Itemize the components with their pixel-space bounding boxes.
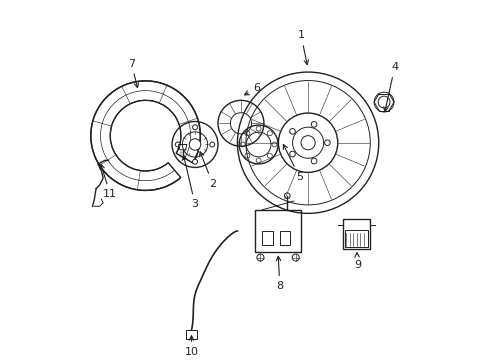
Circle shape — [301, 136, 315, 150]
Text: 6: 6 — [244, 83, 260, 95]
Bar — [186, 330, 196, 339]
Text: 7: 7 — [128, 59, 138, 87]
Bar — [279, 231, 290, 245]
Circle shape — [310, 158, 316, 164]
Bar — [343, 219, 369, 249]
Text: 2: 2 — [199, 152, 216, 189]
Text: 5: 5 — [283, 145, 302, 181]
Circle shape — [324, 140, 329, 145]
Circle shape — [209, 142, 214, 147]
Circle shape — [175, 142, 180, 147]
Text: 10: 10 — [184, 336, 198, 357]
Text: 1: 1 — [297, 30, 308, 64]
Text: 8: 8 — [276, 256, 283, 291]
Text: 11: 11 — [100, 164, 117, 199]
Bar — [255, 210, 301, 252]
Circle shape — [192, 159, 197, 164]
Text: 9: 9 — [353, 253, 360, 270]
Bar — [262, 231, 272, 245]
Text: 4: 4 — [383, 62, 397, 112]
Circle shape — [289, 129, 295, 134]
Bar — [345, 230, 367, 247]
Text: 3: 3 — [182, 156, 198, 209]
Circle shape — [189, 139, 201, 150]
Circle shape — [289, 151, 295, 157]
Circle shape — [192, 125, 197, 130]
Circle shape — [310, 122, 316, 127]
